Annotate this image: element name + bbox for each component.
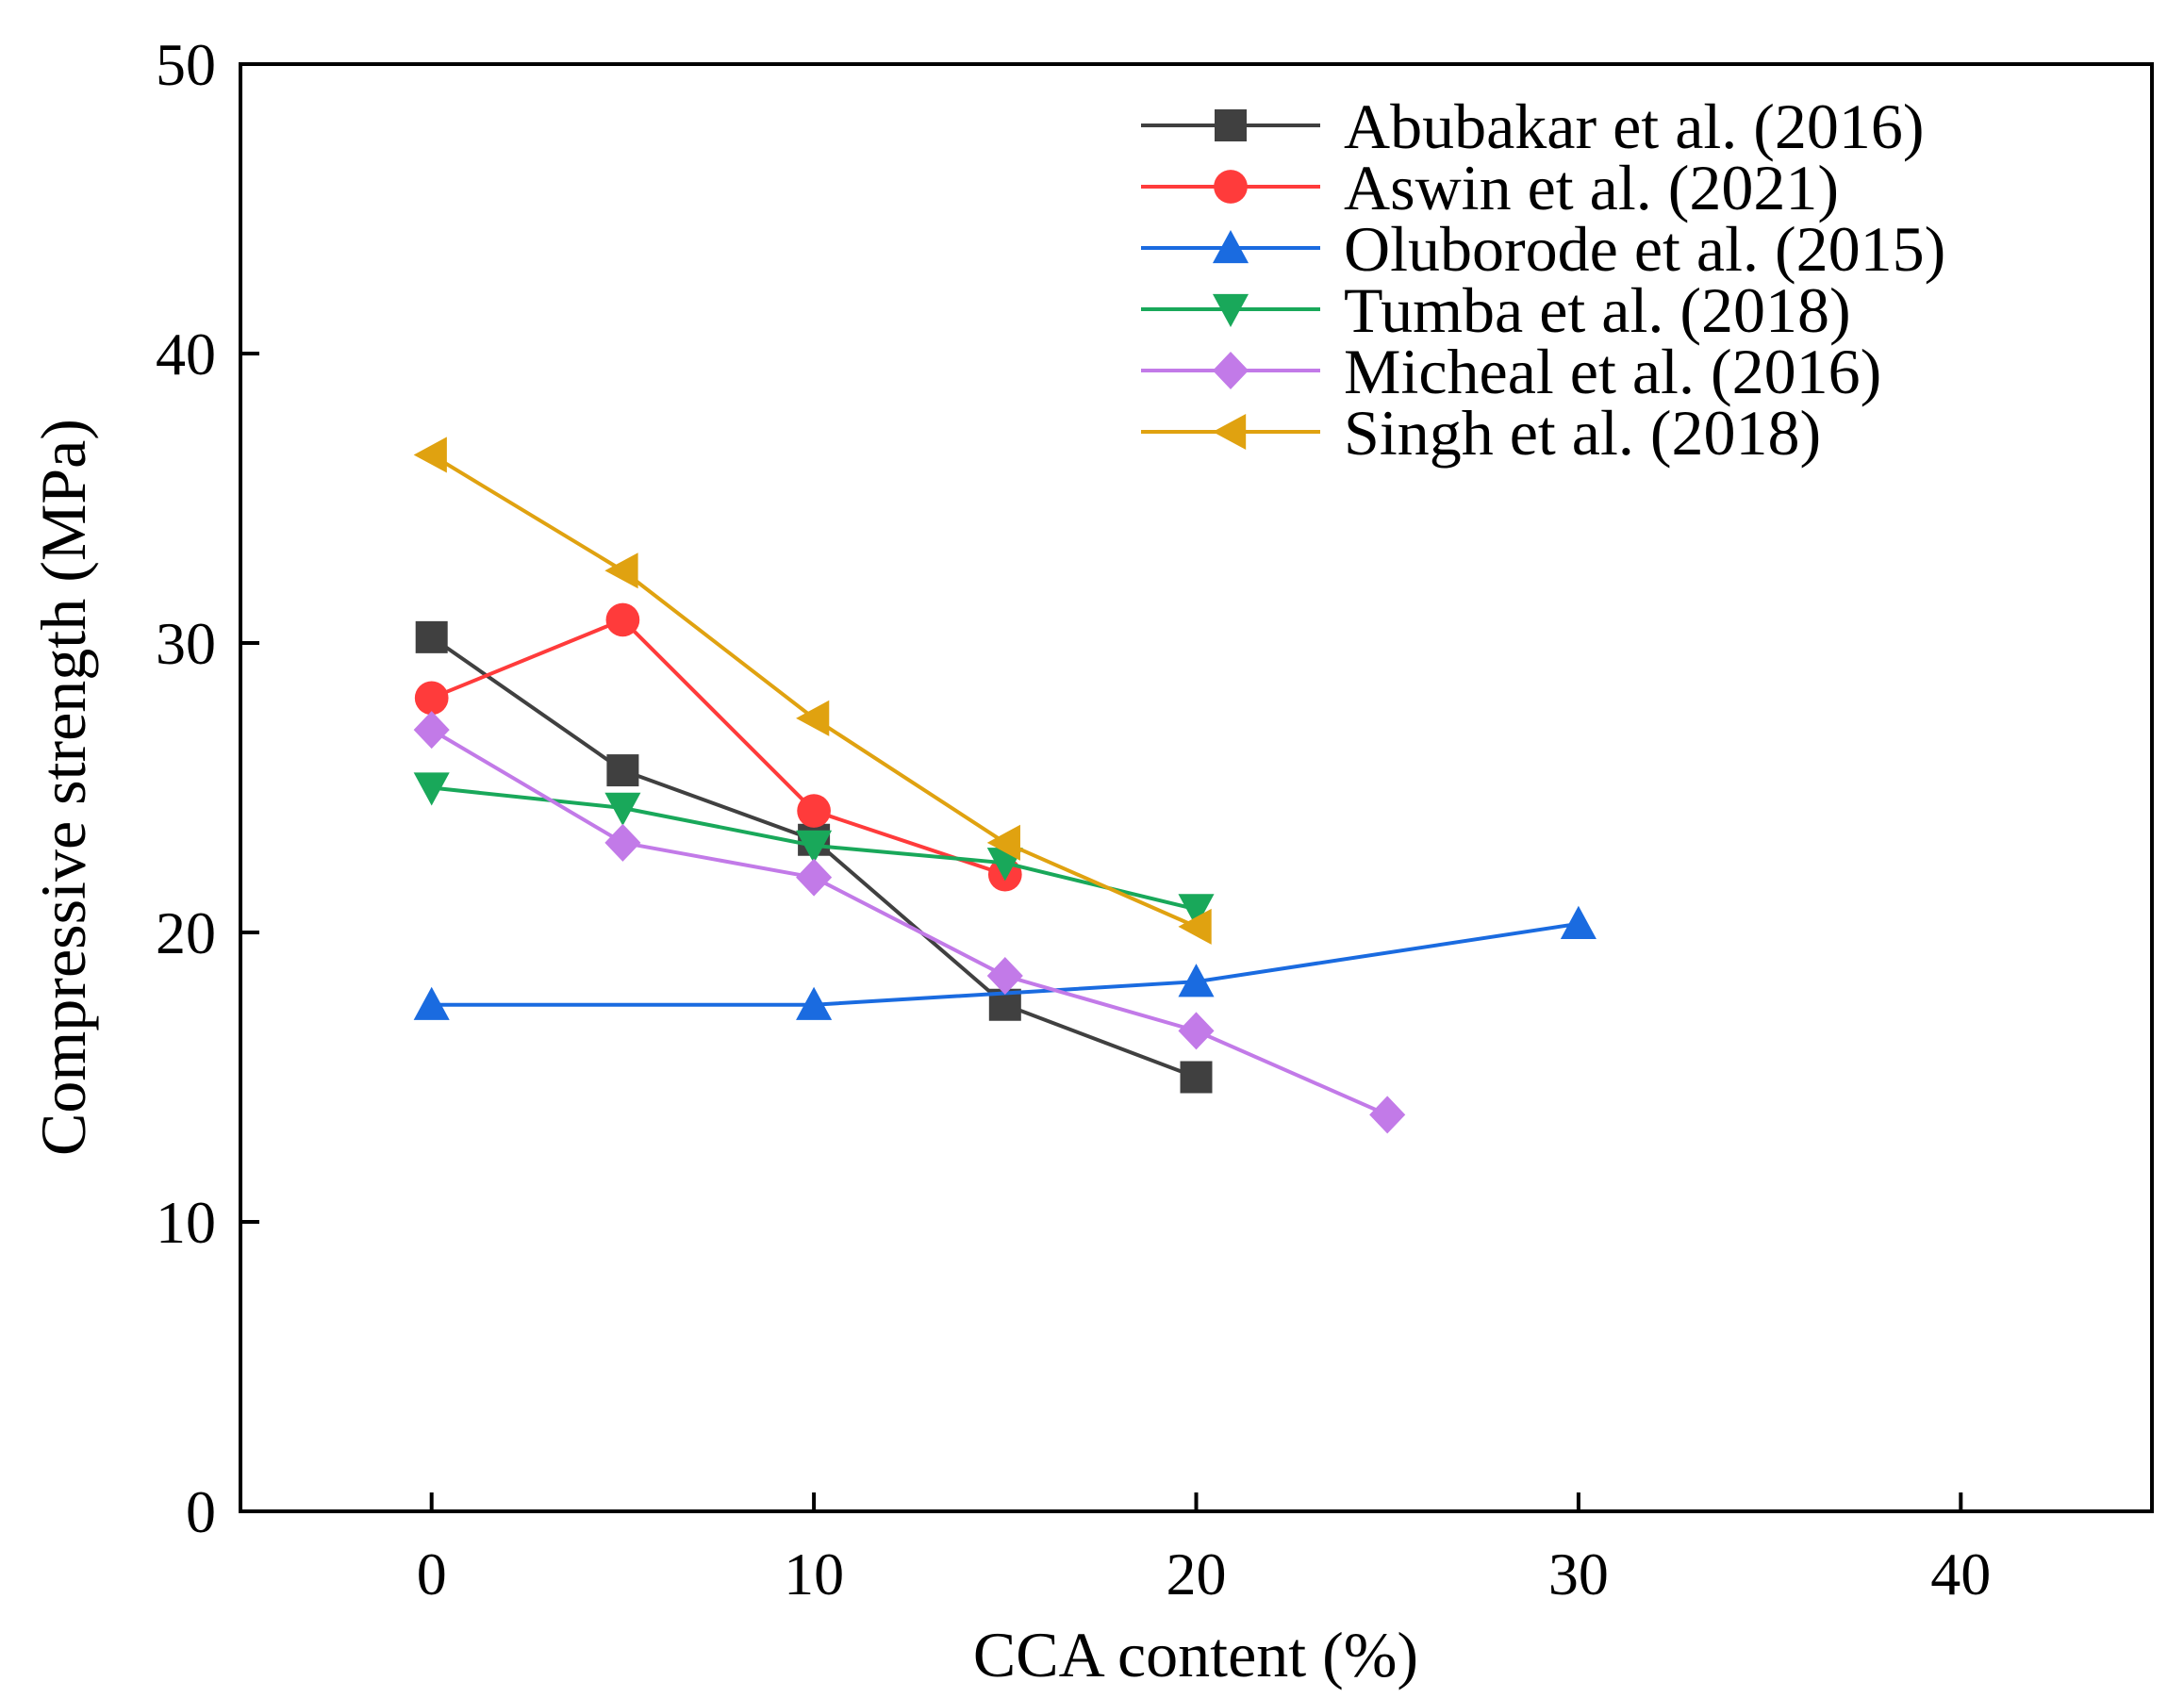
series-micheal-et-al-2016: [413, 711, 1406, 1134]
legend-marker: [1214, 170, 1248, 204]
y-tick-label: 0: [186, 1478, 216, 1545]
data-point: [606, 754, 639, 787]
series-line: [430, 618, 1006, 877]
legend-label: Tumba et al. (2018): [1344, 274, 1851, 346]
data-point: [413, 711, 450, 750]
legend-label: Micheal et al. (2016): [1344, 336, 1881, 407]
legend-item: Tumba et al. (2018): [1141, 274, 1851, 346]
legend: Abubakar et al. (2016)Aswin et al. (2021…: [1141, 91, 1945, 469]
series-layer: [413, 437, 1597, 1134]
x-tick-label: 10: [784, 1541, 844, 1607]
legend-item: Singh et al. (2018): [1141, 397, 1821, 469]
data-point: [796, 858, 833, 897]
data-point: [796, 986, 833, 1020]
legend-marker: [1215, 109, 1247, 141]
legend-item: Oluborode et al. (2015): [1141, 213, 1945, 285]
legend-marker: [1212, 293, 1249, 328]
legend-marker: [1212, 229, 1249, 264]
data-point: [1180, 1061, 1213, 1094]
data-point: [413, 986, 450, 1020]
x-tick-label: 0: [417, 1541, 447, 1607]
x-tick-label: 20: [1166, 1541, 1227, 1607]
data-point: [1369, 1096, 1406, 1134]
data-point: [1178, 964, 1215, 997]
data-point: [413, 437, 447, 473]
data-point: [604, 552, 638, 589]
legend-marker: [1212, 413, 1247, 451]
legend-item: Aswin et al. (2021): [1141, 152, 1839, 223]
data-point: [415, 620, 448, 653]
y-tick-label: 40: [156, 321, 216, 387]
data-point: [413, 772, 450, 806]
x-tick-label: 30: [1548, 1541, 1609, 1607]
y-tick-label: 50: [156, 31, 216, 98]
data-point: [1178, 908, 1212, 945]
data-point: [414, 681, 449, 716]
legend-item: Micheal et al. (2016): [1141, 336, 1881, 407]
legend-label: Oluborode et al. (2015): [1344, 213, 1945, 285]
y-tick-label: 10: [156, 1189, 216, 1256]
legend-label: Singh et al. (2018): [1344, 397, 1821, 469]
data-point: [796, 700, 830, 736]
data-point: [797, 794, 831, 828]
y-tick-label: 30: [156, 610, 216, 677]
series-tumba-et-al-2018: [413, 772, 1215, 928]
legend-marker: [1212, 352, 1249, 389]
data-point: [796, 830, 833, 864]
data-point: [1178, 1012, 1215, 1050]
data-point: [1178, 894, 1215, 928]
series-singh-et-al-2018: [413, 437, 1212, 945]
legend-label: Aswin et al. (2021): [1344, 152, 1839, 223]
data-point: [604, 792, 641, 827]
series-line: [430, 728, 1389, 1117]
y-tick-label: 20: [156, 899, 216, 966]
data-point: [605, 602, 640, 637]
data-point: [604, 823, 641, 862]
data-point: [1560, 905, 1597, 939]
legend-item: Abubakar et al. (2016): [1141, 91, 1925, 162]
legend-label: Abubakar et al. (2016): [1344, 91, 1925, 162]
y-axis-title: Compressive strength (MPa): [27, 419, 99, 1156]
axis-ticks: 0 10 20 30 40 50 0 10 20 30 40: [156, 31, 1991, 1607]
x-axis-title: CCA content (%): [973, 1619, 1418, 1690]
data-point: [986, 824, 1020, 861]
data-point: [986, 957, 1023, 996]
x-tick-label: 40: [1930, 1541, 1991, 1607]
